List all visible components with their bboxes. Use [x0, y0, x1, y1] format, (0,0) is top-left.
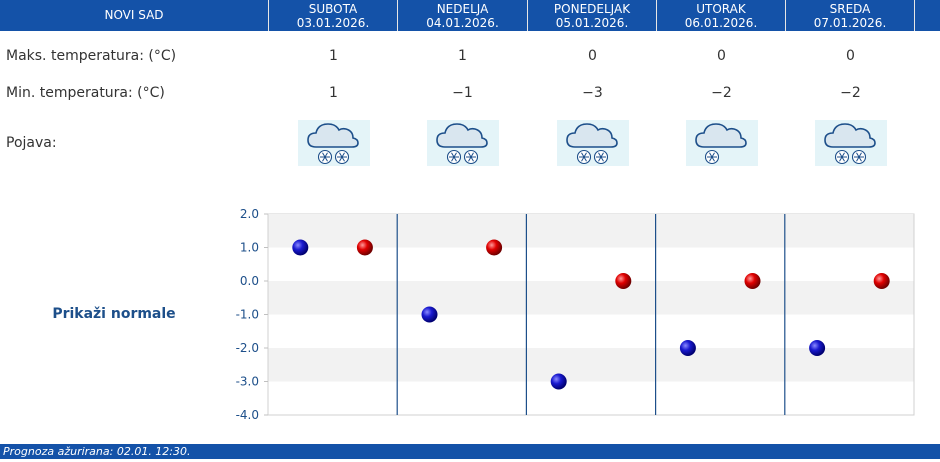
- max-temp-value: 1: [458, 48, 467, 64]
- y-tick-label: -1.0: [236, 308, 259, 322]
- y-tick-label: -2.0: [236, 341, 259, 355]
- max-temp-label: Maks. temperatura: (°C): [6, 48, 177, 64]
- max-temp-value: 0: [846, 48, 855, 64]
- grid-band: [268, 348, 914, 382]
- city-header: NOVI SAD: [0, 0, 268, 31]
- day-name: UTORAK: [696, 2, 746, 16]
- snow-cloud-icon: [298, 120, 370, 166]
- snow-cloud-icon: [427, 120, 499, 166]
- day-header: PONEDELJAK 05.01.2026.: [527, 0, 656, 31]
- day-name: PONEDELJAK: [553, 2, 631, 16]
- day-name: SUBOTA: [308, 2, 358, 16]
- max-temp-value: 0: [588, 48, 597, 64]
- y-tick-label: -4.0: [236, 408, 259, 422]
- min-temp-point: [679, 340, 696, 356]
- snow-cloud-icon: [557, 120, 629, 166]
- day-date: 07.01.2026.: [813, 16, 887, 30]
- day-date: 03.01.2026.: [296, 16, 370, 30]
- day-date: 06.01.2026.: [684, 16, 758, 30]
- update-timestamp: Prognoza ažurirana: 02.01. 12:30.: [0, 444, 940, 459]
- grid-band: [268, 281, 914, 315]
- min-temp-value: 1: [329, 85, 338, 101]
- max-temp-point: [356, 239, 373, 256]
- phenomenon-label: Pojava:: [6, 135, 57, 151]
- day-header: NEDELJA 04.01.2026.: [397, 0, 527, 31]
- max-temp-point: [744, 273, 761, 289]
- max-temp-point: [615, 273, 632, 289]
- day-name: NEDELJA: [436, 2, 489, 16]
- sleet-cloud-icon: [686, 120, 758, 166]
- y-tick-label: 0.0: [240, 274, 259, 288]
- day-header: SUBOTA 03.01.2026.: [268, 0, 397, 31]
- y-tick-label: -3.0: [236, 375, 259, 389]
- day-header: UTORAK 06.01.2026.: [656, 0, 785, 31]
- min-temp-point: [550, 373, 567, 390]
- show-normals-link[interactable]: Prikaži normale: [52, 306, 176, 322]
- min-temp-value: −1: [452, 85, 473, 101]
- min-temp-value: −3: [582, 85, 603, 101]
- grid-band: [268, 214, 914, 248]
- max-temp-point: [873, 273, 890, 289]
- min-temp-point: [292, 239, 309, 256]
- day-date: 04.01.2026.: [426, 16, 499, 30]
- day-date: 05.01.2026.: [555, 16, 629, 30]
- y-tick-label: 2.0: [240, 207, 259, 221]
- min-temp-label: Min. temperatura: (°C): [6, 85, 165, 101]
- day-name: SREDA: [829, 2, 871, 16]
- min-temp-value: −2: [840, 85, 861, 101]
- day-header: SREDA 07.01.2026.: [785, 0, 914, 31]
- max-temp-value: 0: [717, 48, 726, 64]
- y-tick-label: 1.0: [240, 241, 259, 255]
- snow-cloud-icon: [815, 120, 887, 166]
- max-temp-point: [486, 239, 503, 256]
- header-end: [914, 0, 940, 31]
- max-temp-value: 1: [329, 48, 338, 64]
- min-temp-point: [809, 340, 826, 356]
- temperature-chart: 2.0 1.0 0.0 -1.0 -2.0 -3.0 -4.0: [236, 207, 915, 422]
- min-temp-point: [421, 306, 438, 323]
- plot-area: [267, 213, 915, 416]
- min-temp-value: −2: [711, 85, 732, 101]
